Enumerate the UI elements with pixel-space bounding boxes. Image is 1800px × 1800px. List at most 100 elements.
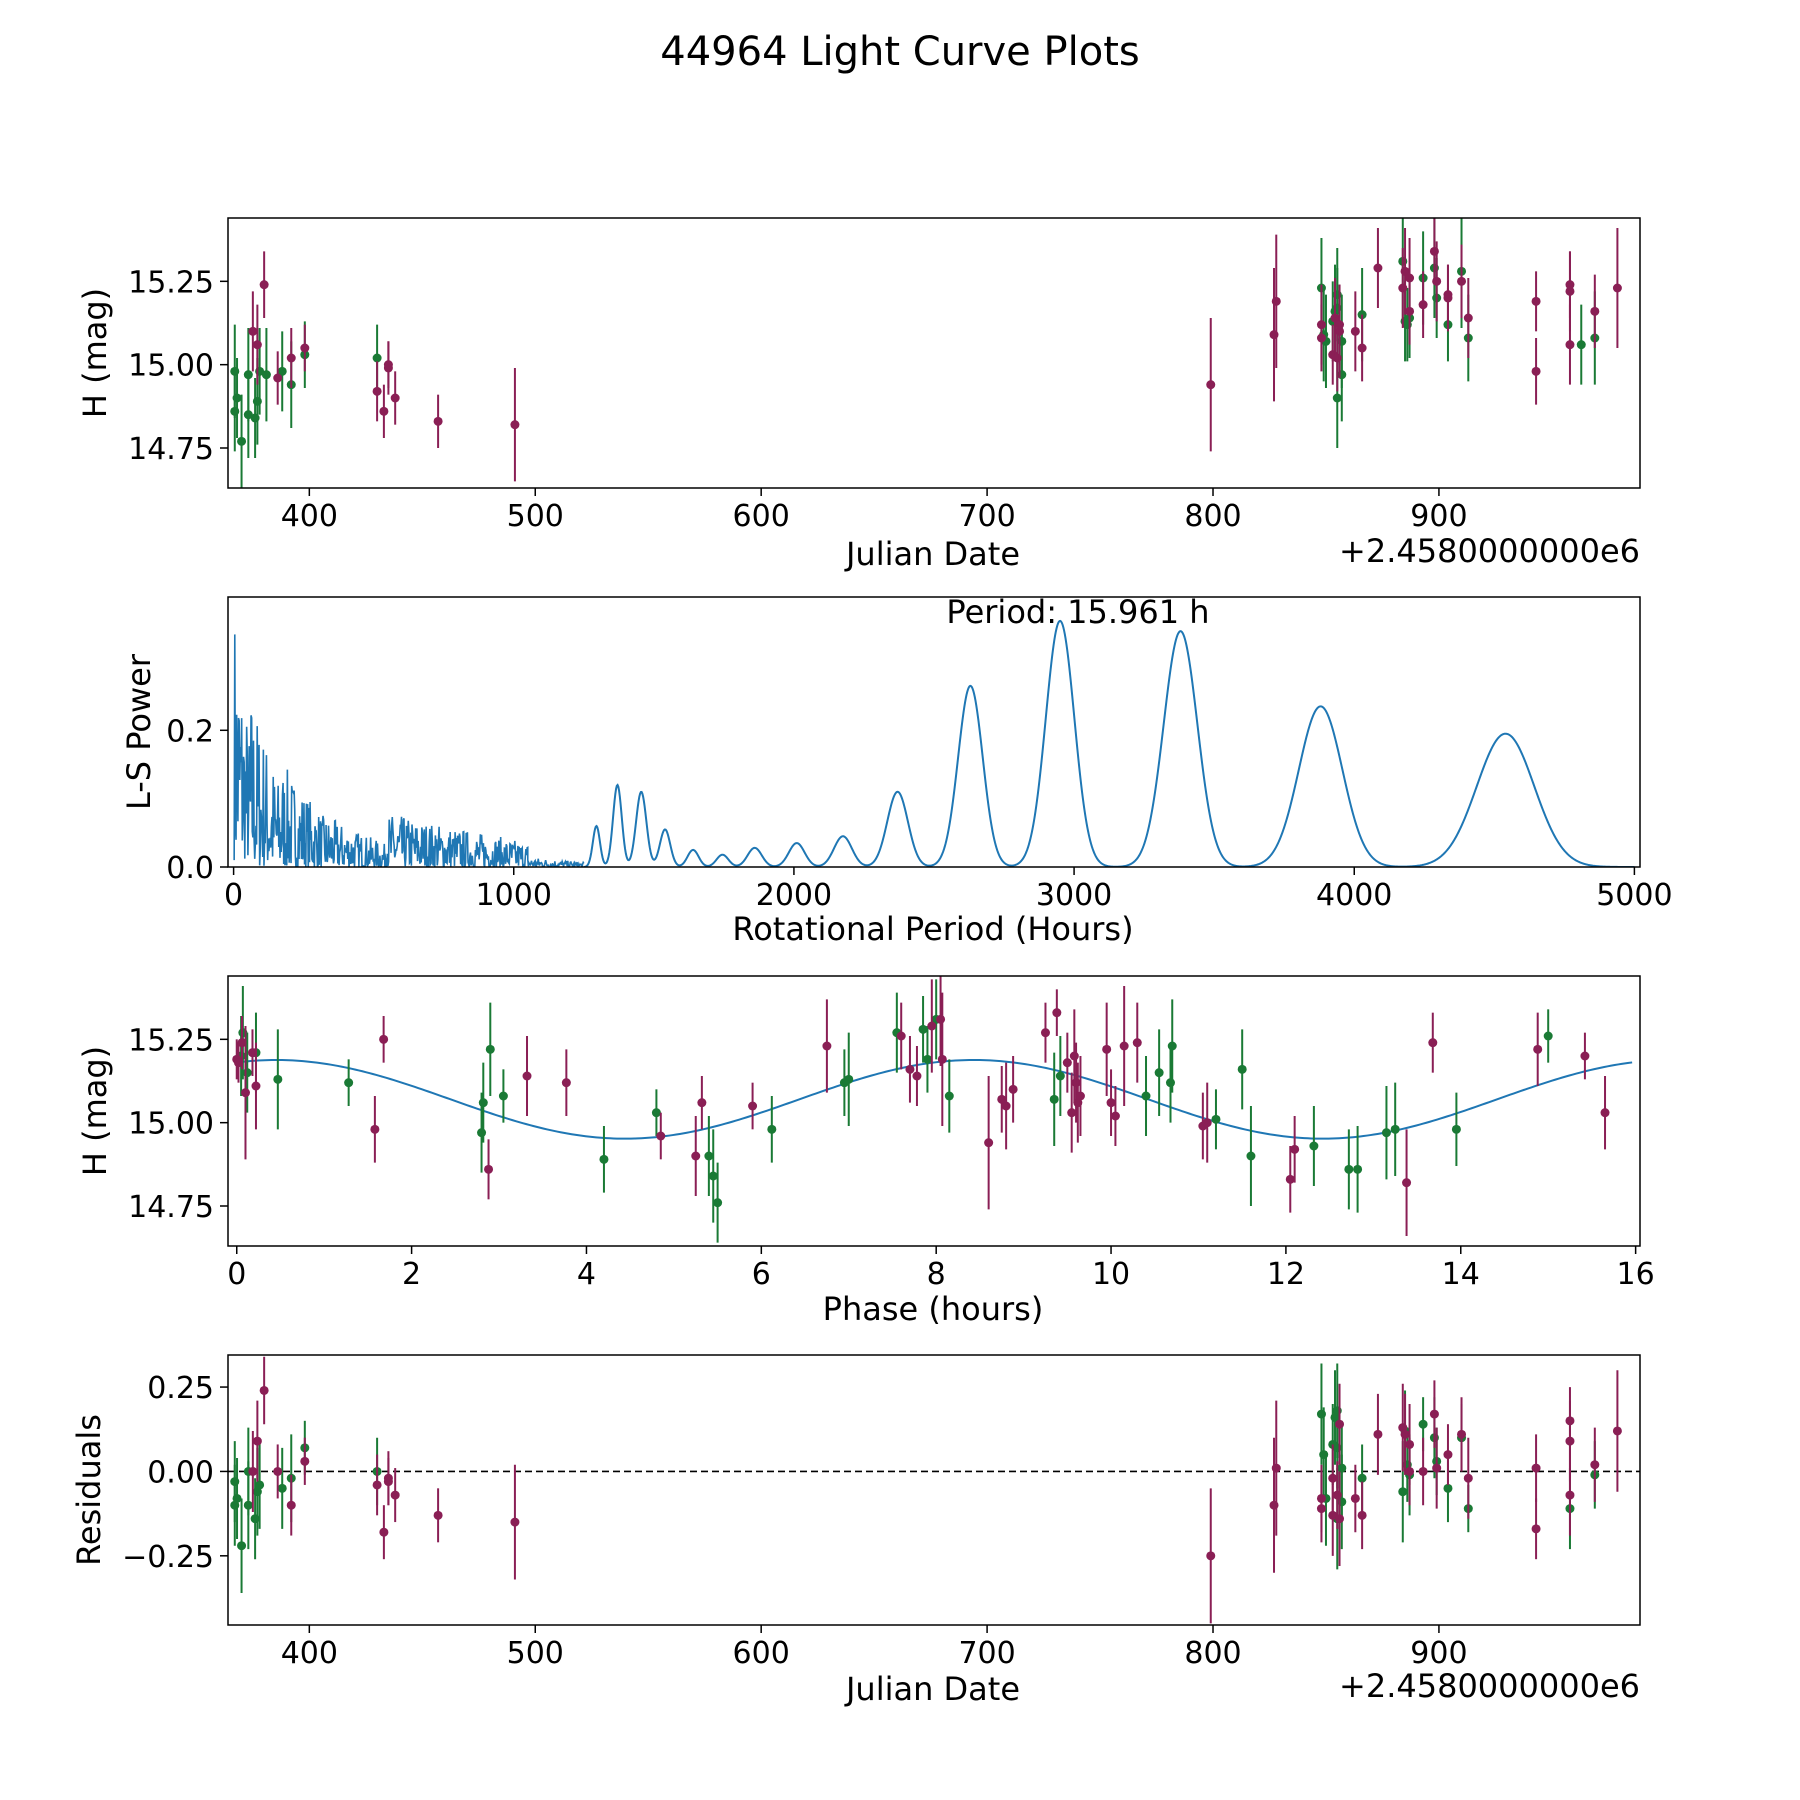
data-point-magenta [905,1064,915,1074]
data-point-green [704,1151,714,1161]
data-point-magenta [1335,1514,1345,1524]
data-point-green [1381,1128,1391,1138]
data-point-magenta [822,1041,832,1051]
data-point-green [1543,1031,1553,1041]
data-point-magenta [1600,1108,1610,1118]
data-point-magenta [379,1034,389,1044]
xtick-label: 2 [402,1257,421,1292]
data-point-green [498,1091,508,1101]
data-point-magenta [1132,1038,1142,1048]
data-point-magenta [1106,1098,1116,1108]
light-curve-points [230,218,1622,488]
xtick-label: 500 [507,499,564,534]
data-point-magenta [1443,1450,1453,1460]
periodogram-axes-frame [227,596,1641,868]
data-point-magenta [1531,296,1541,306]
data-point-magenta [259,1385,269,1395]
residuals-ticks: 400 500 600 700 800 900 −0.25 0.00 0.25 [122,1371,1468,1671]
data-point-magenta [1350,1493,1360,1503]
xtick-label: 3000 [1036,878,1112,913]
data-point-green [1443,1483,1453,1493]
data-point-magenta [1405,1466,1415,1476]
ytick-label: 15.25 [128,1023,214,1058]
data-point-magenta [1402,1178,1412,1188]
data-point-magenta [697,1098,707,1108]
periodogram-panel: 0 1000 2000 3000 4000 5000 0.0 0.2 Period: 15.9… [120,593,1673,948]
period-annotation: Period: 15.961 h [946,593,1209,631]
data-point-magenta [1202,1118,1212,1128]
data-point-green [273,1074,283,1084]
data-point-magenta [1373,1429,1383,1439]
data-point-magenta [1290,1144,1300,1154]
ytick-label: 15.00 [128,1107,214,1142]
xtick-label: 4 [577,1257,596,1292]
data-point-magenta [912,1071,922,1081]
data-point-magenta [259,280,269,290]
data-point-green [1332,393,1342,403]
xtick-label: 700 [958,499,1015,534]
data-point-magenta [273,373,283,383]
xtick-label: 400 [281,499,338,534]
data-point-magenta [1565,1416,1575,1426]
data-point-magenta [379,406,389,416]
data-point-magenta [248,1466,258,1476]
data-point-magenta [1457,1429,1467,1439]
xtick-label: 1000 [476,878,552,913]
periodogram-ylabel: L-S Power [120,653,158,810]
data-point-magenta [510,420,520,430]
light-curve-xlabel: Julian Date [844,535,1020,573]
data-point-green [1344,1164,1354,1174]
xtick-label: 500 [507,1636,564,1671]
light-curve-axes-frame [227,217,1641,489]
data-point-magenta [937,1054,947,1064]
data-point-green [243,410,253,420]
data-point-green [232,1493,242,1503]
data-point-green [242,1068,252,1078]
data-point-green [277,366,287,376]
data-point-magenta [1357,1510,1367,1520]
xtick-label: 2000 [756,878,832,913]
data-point-magenta [252,340,262,350]
xtick-label: 400 [281,1636,338,1671]
data-point-magenta [300,1456,310,1466]
data-point-magenta [1052,1008,1062,1018]
xtick-label: 900 [1410,499,1467,534]
data-point-magenta [433,1510,443,1520]
residuals-ylabel: Residuals [70,1414,108,1566]
data-point-magenta [1285,1174,1295,1184]
ytick-label: 0.0 [166,851,214,886]
data-point-green [1357,1473,1367,1483]
data-point-green [261,370,271,380]
data-point-magenta [1335,320,1345,330]
data-point-magenta [1590,306,1600,316]
data-point-magenta [372,386,382,396]
data-point-magenta [510,1517,520,1527]
data-point-magenta [1357,343,1367,353]
data-point-magenta [240,1088,250,1098]
data-point-magenta [1645,1420,1654,1429]
data-point-green [1165,1078,1175,1088]
data-point-magenta [300,343,310,353]
xtick-label: 600 [733,499,790,534]
data-point-green [1049,1094,1059,1104]
data-point-green [1141,1091,1151,1101]
data-point-magenta [433,416,443,426]
data-point-magenta [1400,1429,1410,1439]
data-point-magenta [1001,1101,1011,1111]
data-point-magenta [522,1071,532,1081]
xtick-label: 8 [927,1257,946,1292]
xtick-label: 900 [1410,1636,1467,1671]
xtick-label: 6 [752,1257,771,1292]
data-point-magenta [1612,283,1622,293]
data-point-magenta [1432,276,1442,286]
data-point-green [944,1091,954,1101]
data-point-magenta [1531,366,1541,376]
data-point-green [922,1054,932,1064]
xtick-label: 700 [958,1636,1015,1671]
data-point-magenta [1316,1504,1326,1514]
data-point-magenta [936,1014,946,1024]
xtick-label: 4000 [1316,878,1392,913]
data-point-green [1211,1114,1221,1124]
data-point-magenta [251,1081,261,1091]
data-point-magenta [748,1101,758,1111]
